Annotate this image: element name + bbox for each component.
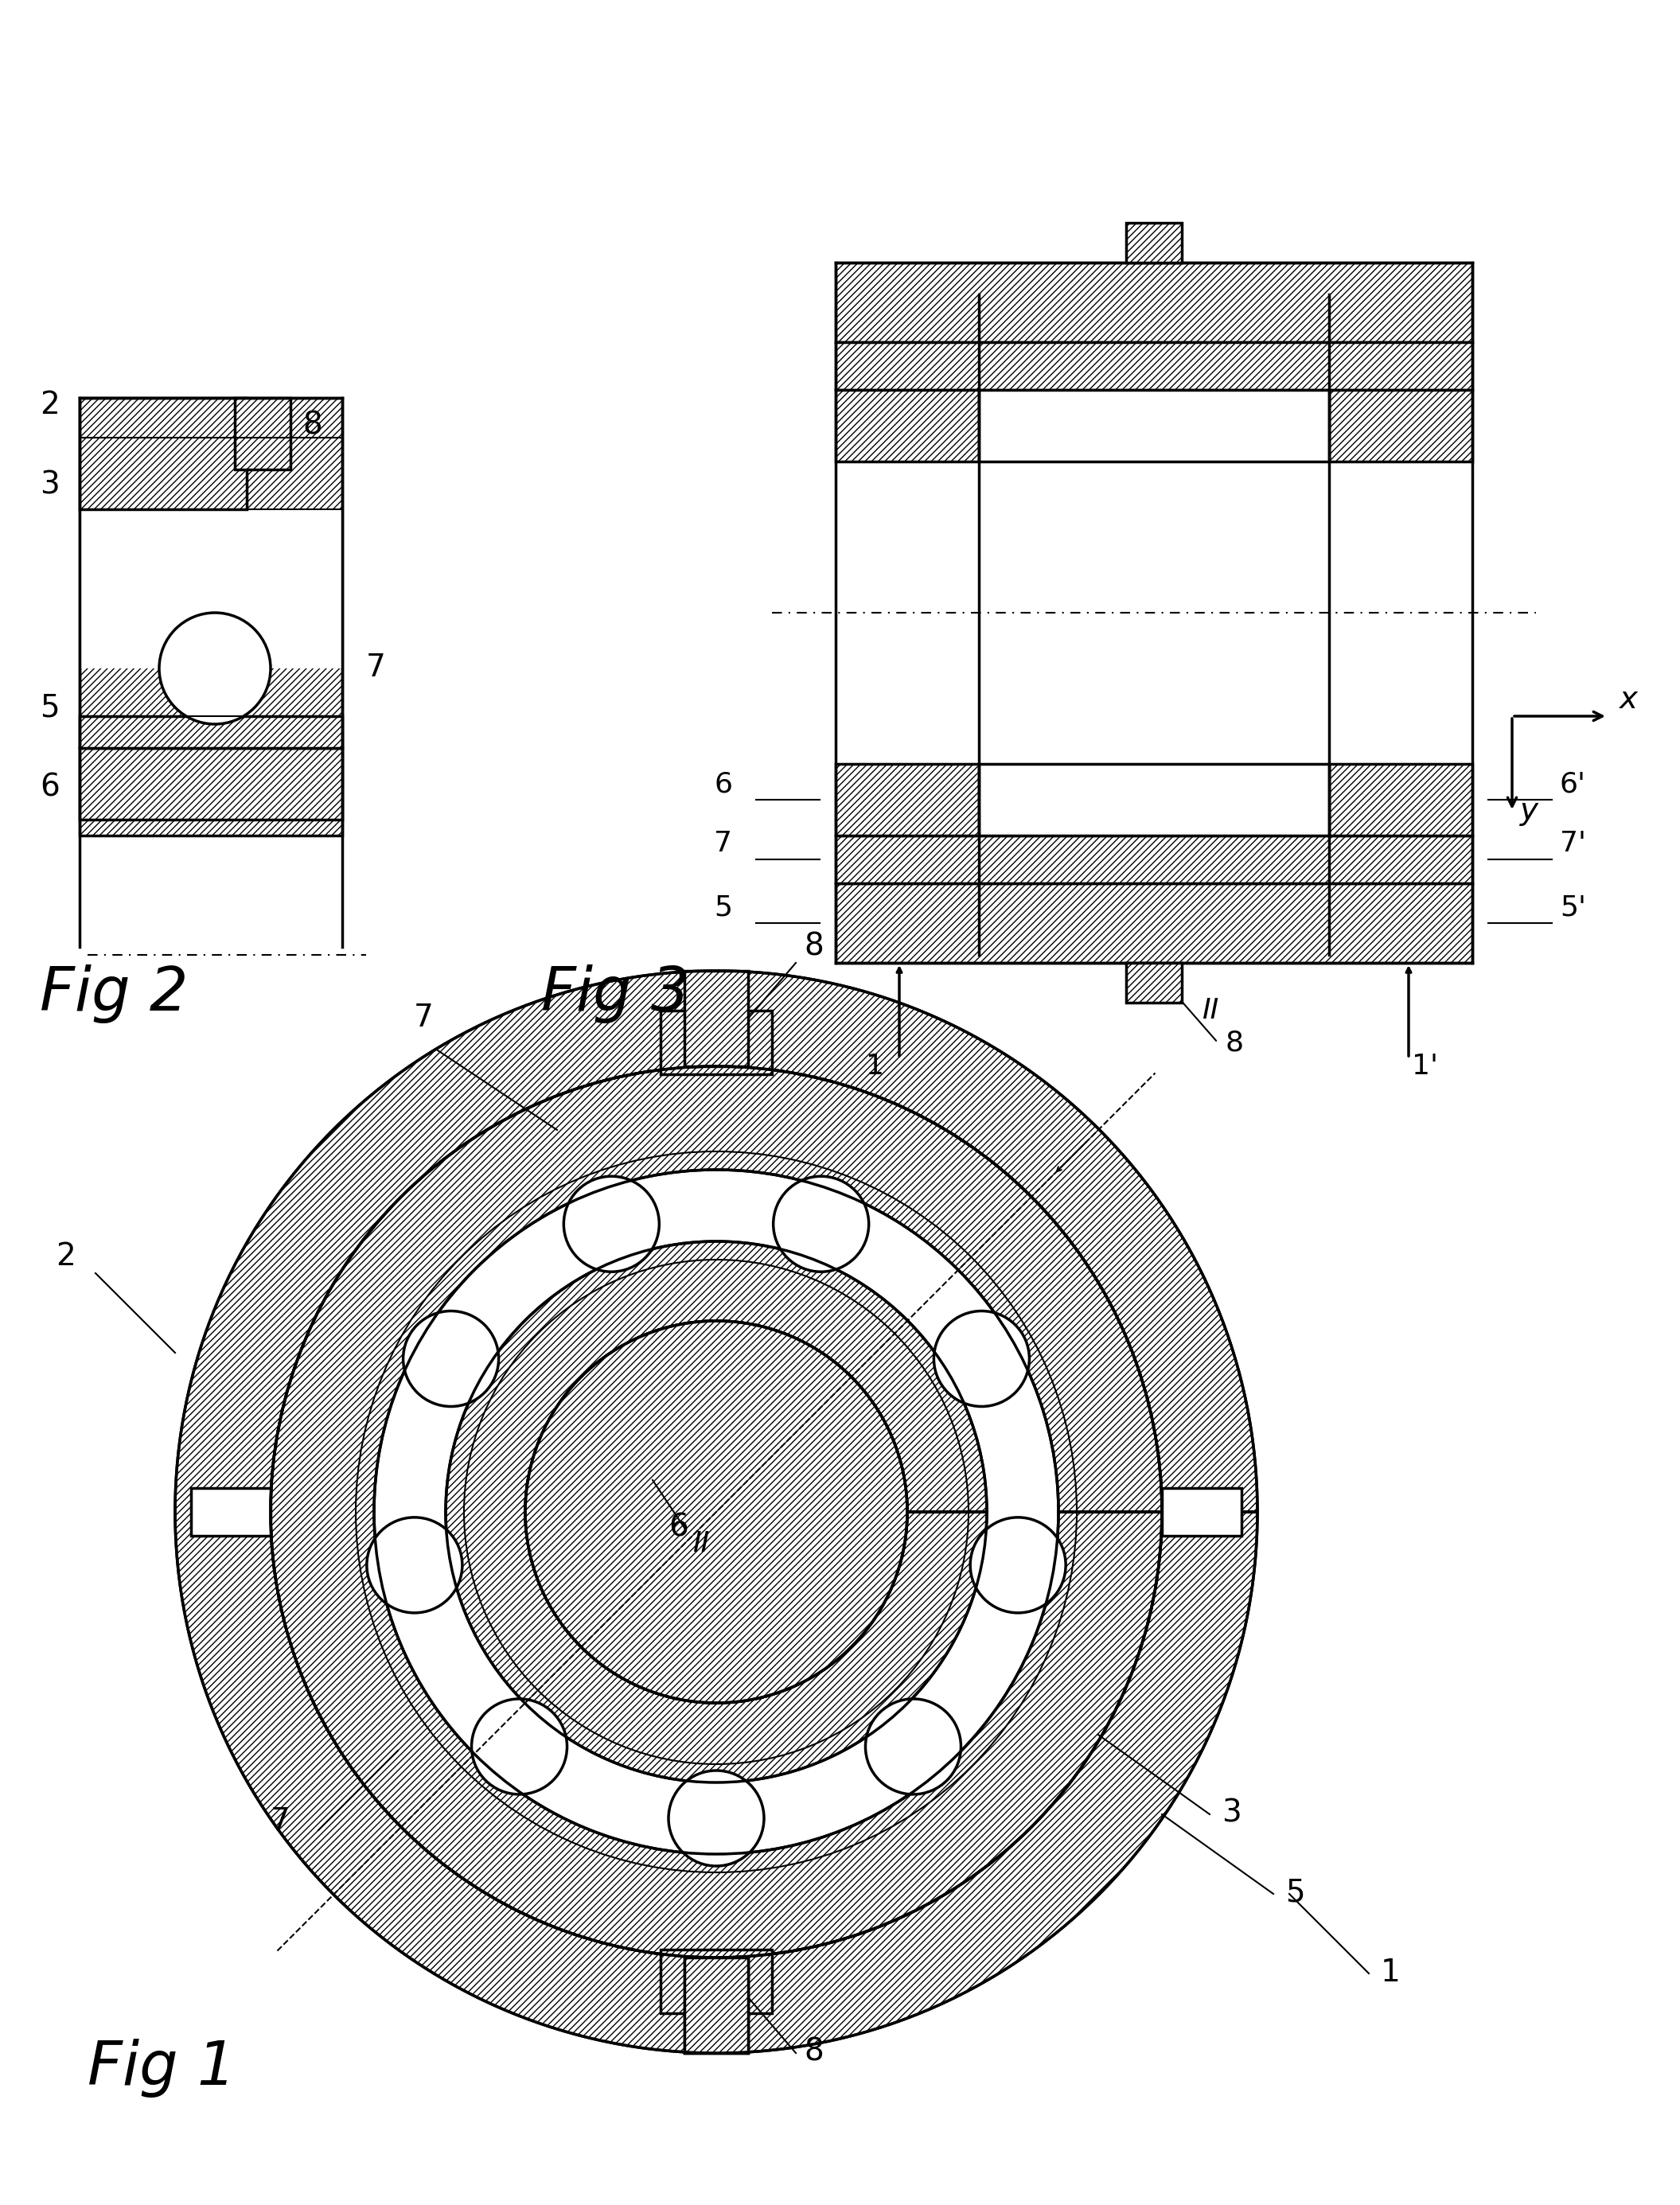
Bar [79, 397, 247, 509]
Text: Fig 1: Fig 1 [87, 2040, 235, 2097]
Text: 8: 8 [803, 2037, 823, 2068]
Text: 6': 6' [1559, 770, 1586, 798]
Text: 1': 1' [1411, 1052, 1438, 1080]
Text: 7: 7 [714, 829, 732, 858]
Bar [1126, 964, 1181, 1003]
Text: 6: 6 [669, 1513, 689, 1541]
Bar [835, 763, 979, 836]
Text: 1: 1 [867, 1052, 885, 1080]
Circle shape [773, 1175, 869, 1272]
Text: 3: 3 [1221, 1799, 1242, 1828]
Bar [1329, 763, 1472, 836]
Text: 8: 8 [302, 410, 323, 441]
Circle shape [934, 1312, 1030, 1407]
Circle shape [865, 1698, 961, 1795]
Text: 5': 5' [1559, 893, 1586, 922]
Bar [979, 763, 1329, 836]
Bar [1163, 1488, 1242, 1535]
Circle shape [160, 613, 270, 723]
Text: 1: 1 [1381, 1958, 1401, 1987]
Bar [835, 262, 1472, 342]
Text: 8: 8 [1226, 1030, 1243, 1056]
Circle shape [526, 1321, 907, 1702]
Circle shape [971, 1517, 1065, 1612]
Circle shape [366, 1517, 462, 1612]
Circle shape [526, 1321, 907, 1702]
Text: II: II [692, 1530, 709, 1557]
Text: Fig 2: Fig 2 [40, 964, 188, 1023]
Bar [835, 836, 1472, 884]
Bar [79, 747, 343, 820]
Bar [660, 1010, 771, 1074]
Bar [684, 970, 748, 1067]
Text: Fig 3: Fig 3 [541, 964, 689, 1023]
Text: 7: 7 [366, 653, 386, 684]
Text: x: x [1620, 684, 1638, 714]
Text: 7': 7' [1559, 829, 1586, 858]
Bar [79, 717, 343, 747]
Text: y: y [1520, 796, 1539, 827]
Bar [660, 1949, 771, 2013]
Bar [79, 397, 343, 836]
Circle shape [403, 1312, 499, 1407]
Text: 5: 5 [714, 893, 732, 922]
Bar [835, 390, 979, 461]
Text: 5: 5 [1285, 1879, 1305, 1907]
Bar [835, 884, 1472, 964]
Bar [235, 397, 291, 470]
Text: 2: 2 [55, 1241, 76, 1272]
Text: 7: 7 [413, 1003, 433, 1032]
Polygon shape [445, 1241, 986, 1782]
Text: 2: 2 [40, 390, 59, 421]
Text: 3: 3 [40, 470, 59, 501]
Bar [684, 1958, 748, 2053]
Bar [835, 342, 1472, 390]
Bar [1126, 223, 1181, 262]
Polygon shape [175, 970, 1257, 2053]
Text: 6: 6 [40, 772, 59, 803]
Polygon shape [270, 1067, 1163, 1958]
Bar [79, 397, 343, 946]
Text: 6: 6 [714, 770, 732, 798]
Bar [979, 390, 1329, 461]
Text: 5: 5 [40, 692, 59, 723]
Text: II: II [1201, 997, 1218, 1023]
Bar [79, 509, 343, 668]
Bar [1329, 390, 1472, 461]
Text: 7: 7 [270, 1806, 291, 1837]
Circle shape [564, 1175, 659, 1272]
Circle shape [669, 1771, 764, 1865]
Bar [192, 1488, 270, 1535]
Bar [684, 1958, 748, 2053]
Circle shape [472, 1698, 568, 1795]
Text: 8: 8 [803, 931, 823, 961]
